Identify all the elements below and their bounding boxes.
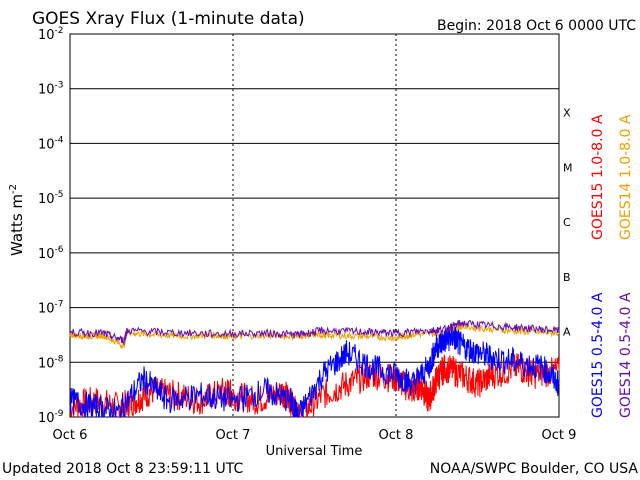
legend: GOES15 1.0-8.0 A GOES14 1.0-8.0 A GOES15 0… (590, 114, 634, 418)
series-layer (69, 319, 560, 419)
credit: NOAA/SWPC Boulder, CO USA (430, 461, 639, 477)
x-tick-label: Oct 7 (216, 428, 251, 443)
flare-class-label: B (563, 271, 571, 284)
y-tick-label: 10-3 (38, 81, 64, 98)
flare-class-label: A (563, 326, 571, 339)
x-tick-label: Oct 6 (53, 428, 88, 443)
x-tick-label: Oct 9 (542, 428, 577, 443)
flare-class-label: M (563, 161, 573, 174)
y-tick-label: 10-9 (38, 409, 64, 426)
legend-entry: GOES14 1.0-8.0 A (618, 114, 634, 240)
y-axis-label: Watts m-2 (8, 184, 26, 256)
chart-title: GOES Xray Flux (1-minute data) (32, 9, 305, 29)
legend-entry: GOES14 0.5-4.0 A (618, 292, 634, 418)
begin-time: Begin: 2018 Oct 6 0000 UTC (437, 18, 636, 34)
y-tick-label: 10-7 (38, 300, 64, 317)
legend-entry: GOES15 0.5-4.0 A (590, 292, 606, 418)
y-tick-label: 10-4 (38, 135, 64, 152)
y-tick-label: 10-2 (38, 26, 64, 43)
x-axis-label: Universal Time (266, 444, 363, 459)
y-tick-label: 10-8 (38, 354, 64, 371)
flare-class-label: X (563, 107, 571, 120)
series-line (69, 353, 560, 418)
x-tick-label: Oct 8 (379, 428, 414, 443)
y-tick-label: 10-6 (38, 245, 64, 262)
x-tick-labels: Oct 6 Oct 7 Oct 8 Oct 9 (53, 428, 577, 443)
flare-class-labels: X M C B A (563, 107, 573, 339)
flare-class-label: C (563, 216, 571, 229)
series-line (69, 319, 560, 346)
y-tick-labels: 10-2 10-3 10-4 10-5 10-6 10-7 10-8 10-9 (38, 26, 64, 426)
plot-frame (69, 33, 560, 418)
grid-layer (70, 34, 559, 417)
legend-entry: GOES15 1.0-8.0 A (590, 114, 606, 240)
updated-time: Updated 2018 Oct 8 23:59:11 UTC (2, 461, 243, 477)
series-line (69, 323, 560, 419)
y-tick-label: 10-5 (38, 190, 64, 207)
